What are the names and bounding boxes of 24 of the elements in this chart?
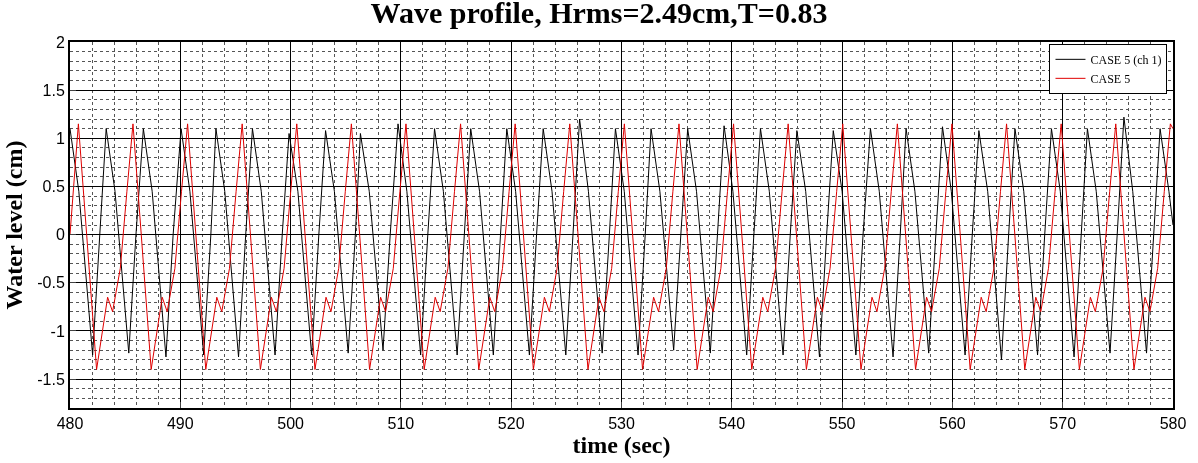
x-tick-label: 560 <box>939 415 966 433</box>
y-tick-label: -0.5 <box>37 274 65 292</box>
x-tick-label: 480 <box>56 415 84 433</box>
y-tick-label: -1.5 <box>37 370 65 388</box>
x-tick-label: 520 <box>497 415 525 433</box>
y-axis-title: Water level (cm) <box>0 140 27 310</box>
x-tick-label: 580 <box>1159 415 1187 433</box>
y-tick-label: -1 <box>50 322 65 340</box>
y-tick-label: 0.5 <box>42 178 65 196</box>
legend-label: CASE 5 <box>1090 72 1131 87</box>
x-tick-label: 540 <box>718 415 746 433</box>
y-tick-label: 0 <box>55 226 65 244</box>
legend-label: CASE 5 (ch 1) <box>1090 53 1162 68</box>
x-tick-label: 530 <box>608 415 635 433</box>
y-tick-label: 2 <box>55 33 65 51</box>
x-tick-label: 550 <box>828 415 856 433</box>
x-tick-label: 570 <box>1049 415 1077 433</box>
y-tick-label: 1 <box>55 129 65 147</box>
x-tick-label: 510 <box>387 415 415 433</box>
y-tick-label: 1.5 <box>42 81 65 99</box>
x-tick-label: 500 <box>277 415 305 433</box>
x-tick-label: 490 <box>166 415 194 433</box>
x-axis-title: time (sec) <box>572 432 671 459</box>
chart-title: Wave profile, Hrms=2.49cm,T=0.83 <box>370 0 828 30</box>
